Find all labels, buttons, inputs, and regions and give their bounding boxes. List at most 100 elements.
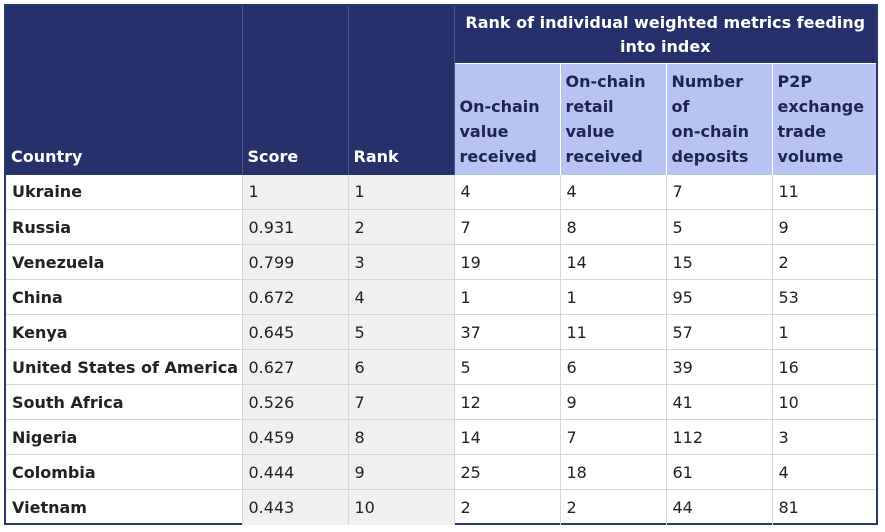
cell-onchain-deposits: 15: [666, 244, 773, 280]
cell-p2p-volume: 3: [772, 419, 876, 455]
cell-p2p-volume: 16: [772, 349, 876, 385]
cell-p2p-volume: 9: [772, 209, 876, 245]
cell-rank: 2: [348, 209, 455, 245]
cell-onchain-deposits: 41: [666, 384, 773, 420]
cell-rank: 10: [348, 489, 455, 525]
table-row: United States of America 0.627 6 5 6 39 …: [6, 349, 876, 385]
cell-country: South Africa: [6, 384, 243, 420]
cell-onchain-retail-value: 7: [560, 419, 667, 455]
cell-onchain-value: 14: [454, 419, 561, 455]
cell-p2p-volume: 2: [772, 244, 876, 280]
cell-score: 0.627: [242, 349, 349, 385]
cell-p2p-volume: 1: [772, 314, 876, 350]
header-p2p-volume: P2P exchange trade volume: [772, 63, 876, 175]
table-row: Kenya 0.645 5 37 11 57 1: [6, 314, 876, 350]
cell-onchain-retail-value: 9: [560, 384, 667, 420]
cell-score: 0.526: [242, 384, 349, 420]
cell-country: Ukraine: [6, 174, 243, 210]
header-metrics-group: Rank of individual weighted metrics feed…: [454, 6, 876, 64]
cell-p2p-volume: 81: [778, 497, 799, 517]
header-line: P2P: [777, 71, 813, 91]
header-line: exchange: [777, 96, 865, 116]
cell-p2p-volume: 53: [772, 279, 876, 315]
cell-p2p-volume: 4: [772, 454, 876, 490]
ranking-table: Country Score Rank Rank of individual we…: [6, 6, 876, 525]
cell-onchain-value: 37: [454, 314, 561, 350]
cell-score: 0.459: [242, 419, 349, 455]
cell-onchain-value: 12: [454, 384, 561, 420]
cell-onchain-deposits: 7: [666, 174, 773, 210]
header-line: value: [459, 121, 509, 141]
cell-country: United States of America: [6, 349, 243, 385]
cell-onchain-retail-value: 1: [560, 279, 667, 315]
header-onchain-retail-value: On-chain retail value received: [560, 63, 667, 175]
cell-rank: 4: [348, 279, 455, 315]
cell-onchain-value: 2: [454, 489, 561, 525]
header-line: on-chain: [671, 121, 750, 141]
cell-onchain-value: 7: [454, 209, 561, 245]
header-line: received: [565, 146, 643, 166]
cell-rank: 8: [348, 419, 455, 455]
cell-onchain-retail-value: 6: [560, 349, 667, 385]
cell-onchain-value: 4: [454, 174, 561, 210]
cell-score: 0.645: [242, 314, 349, 350]
header-score: Score: [242, 6, 349, 175]
table-body: Ukraine 1 1 4 4 7 11 Russia 0.931 2 7 8 …: [6, 174, 876, 525]
cell-rank: 7: [348, 384, 455, 420]
cell-onchain-retail-value: 4: [560, 174, 667, 210]
cell-onchain-retail-value: 2: [560, 489, 667, 525]
cell-p2p-volume: 10: [772, 384, 876, 420]
cell-rank: 1: [348, 174, 455, 210]
cell-onchain-value: 25: [454, 454, 561, 490]
cell-country: China: [6, 279, 243, 315]
header-line: deposits: [671, 146, 749, 166]
cell-onchain-retail-value: 8: [560, 209, 667, 245]
cell-onchain-deposits: 61: [666, 454, 773, 490]
cell-onchain-retail-value: 14: [560, 244, 667, 280]
cell-score: 0.931: [242, 209, 349, 245]
cell-onchain-deposits: 95: [666, 279, 773, 315]
cell-rank: 3: [348, 244, 455, 280]
cell-country: Kenya: [6, 314, 243, 350]
cell-onchain-retail-value: 18: [560, 454, 667, 490]
header-onchain-value: On-chain value received: [454, 63, 561, 175]
cell-onchain-deposits: 5: [666, 209, 773, 245]
cell-score: 1: [242, 174, 349, 210]
cell-onchain-deposits: 57: [666, 314, 773, 350]
header-line: Number of: [671, 71, 744, 116]
cell-onchain-deposits: 112: [666, 419, 773, 455]
cell-score: 0.444: [242, 454, 349, 490]
table-row: China 0.672 4 1 1 95 53: [6, 279, 876, 315]
header-line: On-chain: [459, 96, 540, 116]
cell-onchain-deposits: 39: [666, 349, 773, 385]
cell-country: Venezuela: [6, 244, 243, 280]
cell-country: Colombia: [6, 454, 243, 490]
header-line: volume: [777, 146, 844, 166]
table-row: South Africa 0.526 7 12 9 41 10: [6, 384, 876, 420]
table-row: Vietnam 0.443 10 2 2 44 81: [6, 489, 876, 525]
table-row: Venezuela 0.799 3 19 14 15 2: [6, 244, 876, 280]
cell-rank: 5: [348, 314, 455, 350]
table-row: Colombia 0.444 9 25 18 61 4: [6, 454, 876, 490]
header-rank: Rank: [348, 6, 455, 175]
table-frame: Country Score Rank Rank of individual we…: [4, 4, 878, 525]
header-country: Country: [6, 6, 243, 175]
header-onchain-deposits: Number of on-chain deposits: [666, 63, 773, 175]
table-row: Ukraine 1 1 4 4 7 11: [6, 174, 876, 210]
cell-p2p-volume: 11: [772, 174, 876, 210]
cell-country: Russia: [6, 209, 243, 245]
cell-onchain-value: 1: [454, 279, 561, 315]
header-line: value: [565, 121, 615, 141]
cell-score: 0.443: [242, 489, 349, 525]
cell-country: Vietnam: [6, 489, 243, 525]
cell-country: Nigeria: [6, 419, 243, 455]
cell-rank: 9: [348, 454, 455, 490]
header-line: retail: [565, 96, 614, 116]
cell-onchain-deposits: 44: [666, 489, 773, 525]
header-line: On-chain: [565, 71, 646, 91]
table-row: Russia 0.931 2 7 8 5 9: [6, 209, 876, 245]
table-row: Nigeria 0.459 8 14 7 112 3: [6, 419, 876, 455]
header-line: trade: [777, 121, 827, 141]
cell-score: 0.799: [242, 244, 349, 280]
cell-score: 0.672: [242, 279, 349, 315]
